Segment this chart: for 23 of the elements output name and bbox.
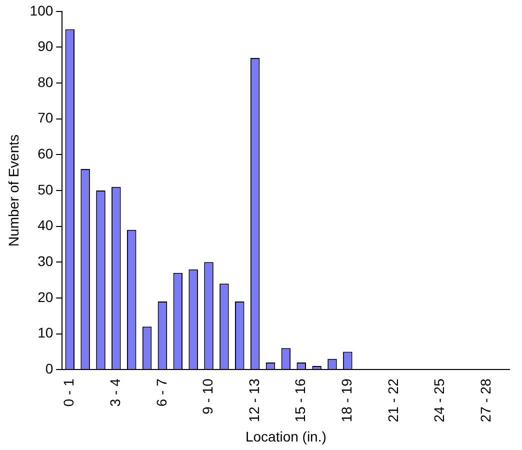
x-tick-label: 6 - 7	[153, 378, 170, 407]
y-tick-label: 50	[38, 181, 54, 198]
y-tick-label: 0	[45, 360, 54, 376]
y-tick-label: 60	[38, 146, 54, 162]
y-tick-label: 100	[30, 2, 54, 18]
x-tick-label: 15 - 16	[292, 378, 308, 422]
y-tick-label: 70	[38, 110, 54, 126]
y-axis-title: Number of Events	[5, 134, 22, 247]
y-tick-label: 20	[38, 288, 54, 305]
x-tick-label: 0 - 1	[60, 378, 77, 407]
x-tick-label: 12 - 13	[246, 378, 262, 422]
y-tick-label: 80	[38, 74, 54, 90]
x-axis-title: Location (in.)	[245, 428, 326, 444]
x-tick-label: 27 - 28	[477, 378, 494, 422]
y-tick-label: 30	[38, 253, 54, 270]
x-tick-label: 9 - 10	[200, 378, 216, 414]
x-tick-label: 21 - 22	[384, 378, 401, 422]
y-tick-label: 10	[38, 324, 54, 341]
y-tick-label: 90	[38, 38, 54, 54]
y-tick-label: 40	[38, 217, 54, 234]
x-tick-label: 18 - 19	[338, 378, 355, 422]
x-tick-label: 24 - 25	[431, 378, 448, 422]
x-tick-label: 3 - 4	[107, 378, 124, 407]
